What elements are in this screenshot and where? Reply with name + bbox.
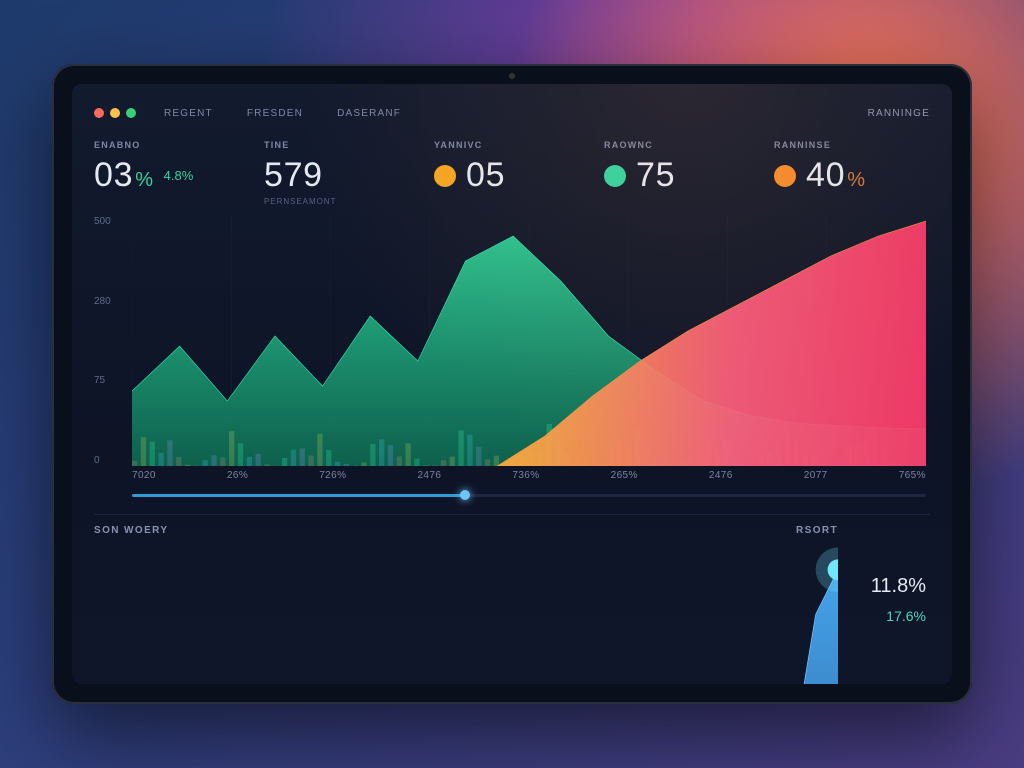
sparkline-panel: SON WOERY RSORT bbox=[94, 525, 838, 674]
kpi-value: 75 bbox=[636, 156, 675, 195]
y-tick: 75 bbox=[94, 375, 128, 386]
kpi-icon bbox=[604, 165, 626, 187]
kpi-row: ENABNO 03% 4.8% TINE 579 PERNSEAMONT YANNIVC 05… bbox=[94, 140, 930, 206]
kpi-card: YANNIVC 05 bbox=[434, 140, 590, 206]
nav-item[interactable]: FRESDEN bbox=[247, 108, 303, 119]
main-chart: 500280750 702026%726%2476736%265%2476207… bbox=[94, 216, 930, 496]
kpi-card: RANNINSE 40% bbox=[774, 140, 930, 206]
kpi-label: TINE bbox=[264, 140, 420, 150]
bottom-title-left: SON WOERY bbox=[94, 525, 168, 536]
kpi-card: ENABNO 03% 4.8% bbox=[94, 140, 250, 206]
window-dot[interactable] bbox=[110, 108, 120, 118]
window-dot[interactable] bbox=[94, 108, 104, 118]
y-axis: 500 280 75 0 bbox=[94, 216, 128, 466]
kpi-sub: 4.8% bbox=[164, 168, 194, 183]
kpi-value: 40% bbox=[806, 156, 866, 195]
y-tick: 500 bbox=[94, 216, 128, 227]
bottom-stat-secondary: 17.6% bbox=[886, 608, 926, 624]
camera-dot bbox=[509, 73, 515, 79]
top-bar: REGENT FRESDEN DASERANF RANNINGE bbox=[94, 100, 930, 126]
laptop-frame: REGENT FRESDEN DASERANF RANNINGE ENABNO 03%… bbox=[52, 64, 972, 704]
nav-right: RANNINGE bbox=[868, 108, 930, 119]
kpi-body: 579 bbox=[264, 156, 420, 195]
nav-item[interactable]: DASERANF bbox=[337, 108, 401, 119]
kpi-body: 03% 4.8% bbox=[94, 156, 250, 195]
nav-item[interactable]: REGENT bbox=[164, 108, 213, 119]
bottom-panel: SON WOERY RSORT 11.8% 17.6% bbox=[94, 514, 930, 674]
slider-thumb[interactable] bbox=[460, 490, 470, 500]
kpi-label: RANNINSE bbox=[774, 140, 930, 150]
slider-fill bbox=[132, 494, 465, 497]
kpi-value: 03% bbox=[94, 156, 154, 195]
kpi-icon bbox=[434, 165, 456, 187]
bottom-stats: 11.8% 17.6% bbox=[850, 525, 930, 674]
kpi-label: RAOWNC bbox=[604, 140, 760, 150]
y-tick: 280 bbox=[94, 296, 128, 307]
dashboard-screen: REGENT FRESDEN DASERANF RANNINGE ENABNO 03%… bbox=[72, 84, 952, 684]
kpi-card: RAOWNC 75 bbox=[604, 140, 760, 206]
window-controls[interactable] bbox=[94, 108, 136, 118]
bottom-title-right: RSORT bbox=[796, 525, 838, 536]
kpi-label: YANNIVC bbox=[434, 140, 590, 150]
window-dot[interactable] bbox=[126, 108, 136, 118]
kpi-body: 05 bbox=[434, 156, 590, 195]
kpi-footnote: PERNSEAMONT bbox=[264, 197, 420, 206]
kpi-value: 579 bbox=[264, 156, 323, 195]
slider-track[interactable] bbox=[132, 494, 926, 497]
bottom-stat-primary: 11.8% bbox=[871, 575, 926, 598]
kpi-body: 75 bbox=[604, 156, 760, 195]
nav-item[interactable]: RANNINGE bbox=[868, 108, 930, 119]
kpi-label: ENABNO bbox=[94, 140, 250, 150]
nav-left: REGENT FRESDEN DASERANF bbox=[164, 108, 848, 119]
kpi-card: TINE 579 PERNSEAMONT bbox=[264, 140, 420, 206]
kpi-value: 05 bbox=[466, 156, 505, 195]
kpi-body: 40% bbox=[774, 156, 930, 195]
y-tick: 0 bbox=[94, 455, 128, 466]
chart-plot bbox=[132, 216, 926, 466]
sparkline bbox=[94, 540, 838, 684]
kpi-icon bbox=[774, 165, 796, 187]
range-slider[interactable] bbox=[132, 490, 926, 500]
